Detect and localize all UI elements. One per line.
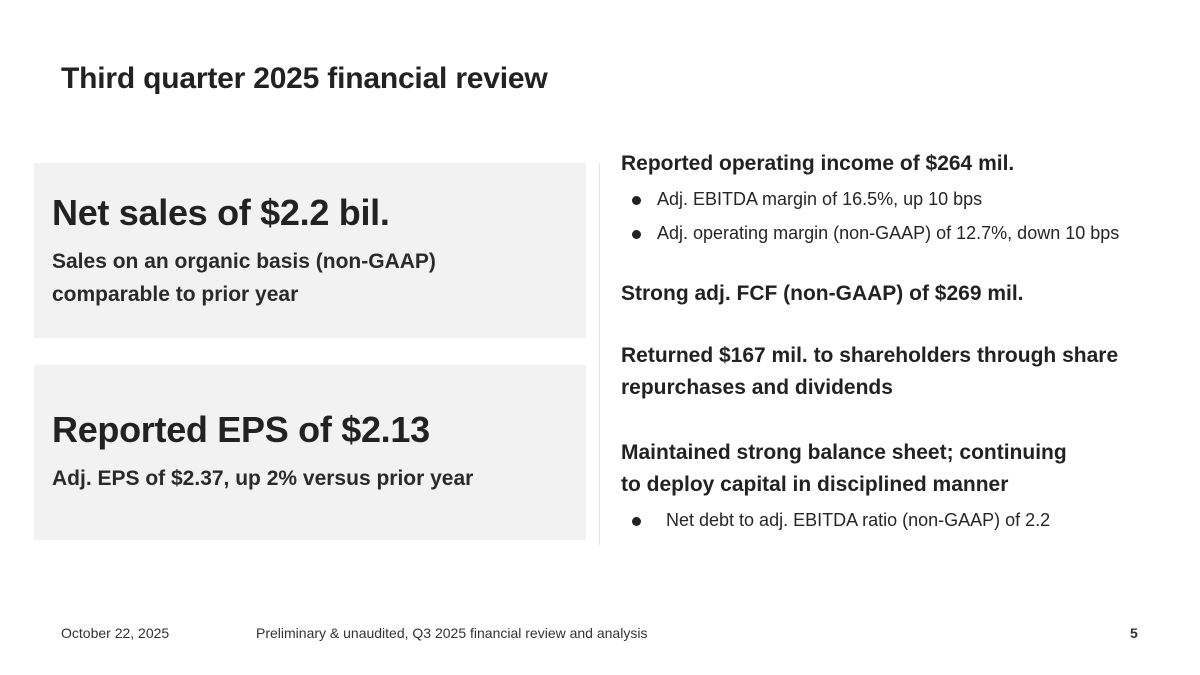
bullet-dot-icon bbox=[632, 517, 641, 526]
bullet-dot-icon bbox=[632, 230, 641, 239]
net-sales-heading: Net sales of $2.2 bil. bbox=[52, 192, 390, 233]
bullet-dot-icon bbox=[632, 196, 641, 205]
footer-note: Preliminary & unaudited, Q3 2025 financi… bbox=[256, 625, 648, 641]
bullet-item: Net debt to adj. EBITDA ratio (non-GAAP)… bbox=[621, 503, 1196, 537]
balance-sheet-bullets: Net debt to adj. EBITDA ratio (non-GAAP)… bbox=[621, 503, 1196, 537]
highlights-panel: Reported operating income of $264 mil. A… bbox=[621, 148, 1196, 537]
eps-card: Reported EPS of $2.13 Adj. EPS of $2.37,… bbox=[34, 365, 586, 540]
net-sales-card: Net sales of $2.2 bil. Sales on an organ… bbox=[34, 163, 586, 338]
bullet-text: Adj. operating margin (non-GAAP) of 12.7… bbox=[657, 223, 1120, 243]
net-sales-subtext-line: comparable to prior year bbox=[52, 283, 299, 306]
fcf-point: Strong adj. FCF (non-GAAP) of $269 mil. bbox=[621, 278, 1196, 310]
bullet-text: Net debt to adj. EBITDA ratio (non-GAAP)… bbox=[666, 510, 1051, 530]
bullet-item: Adj. operating margin (non-GAAP) of 12.7… bbox=[621, 216, 1196, 250]
page-number: 5 bbox=[1130, 625, 1138, 641]
vertical-divider bbox=[599, 163, 600, 545]
operating-income-bullets: Adj. EBITDA margin of 16.5%, up 10 bps A… bbox=[621, 182, 1196, 250]
balance-sheet-heading-line: Maintained strong balance sheet; continu… bbox=[621, 441, 1067, 464]
bullet-text: Adj. EBITDA margin of 16.5%, up 10 bps bbox=[657, 189, 983, 209]
bullet-item: Adj. EBITDA margin of 16.5%, up 10 bps bbox=[621, 182, 1196, 216]
footer-date: October 22, 2025 bbox=[61, 625, 170, 641]
slide-title: Third quarter 2025 financial review bbox=[61, 62, 548, 95]
operating-income-point: Reported operating income of $264 mil. A… bbox=[621, 148, 1196, 250]
balance-sheet-point: Maintained strong balance sheet; continu… bbox=[621, 437, 1196, 537]
eps-subtext: Adj. EPS of $2.37, up 2% versus prior ye… bbox=[52, 462, 572, 495]
fcf-heading: Strong adj. FCF (non-GAAP) of $269 mil. bbox=[621, 282, 1024, 305]
shareholder-returns-point: Returned $167 mil. to shareholders throu… bbox=[621, 340, 1196, 404]
eps-subtext-line: Adj. EPS of $2.37, up 2% versus prior ye… bbox=[52, 467, 474, 490]
shareholder-returns-heading-line: Returned $167 mil. to shareholders throu… bbox=[621, 344, 1119, 367]
net-sales-subtext: Sales on an organic basis (non-GAAP) com… bbox=[52, 245, 572, 311]
balance-sheet-heading-line: to deploy capital in disciplined manner bbox=[621, 473, 1009, 496]
operating-income-heading: Reported operating income of $264 mil. bbox=[621, 152, 1015, 175]
shareholder-returns-heading-line: repurchases and dividends bbox=[621, 376, 893, 399]
eps-heading: Reported EPS of $2.13 bbox=[52, 409, 430, 450]
net-sales-subtext-line: Sales on an organic basis (non-GAAP) bbox=[52, 250, 436, 273]
